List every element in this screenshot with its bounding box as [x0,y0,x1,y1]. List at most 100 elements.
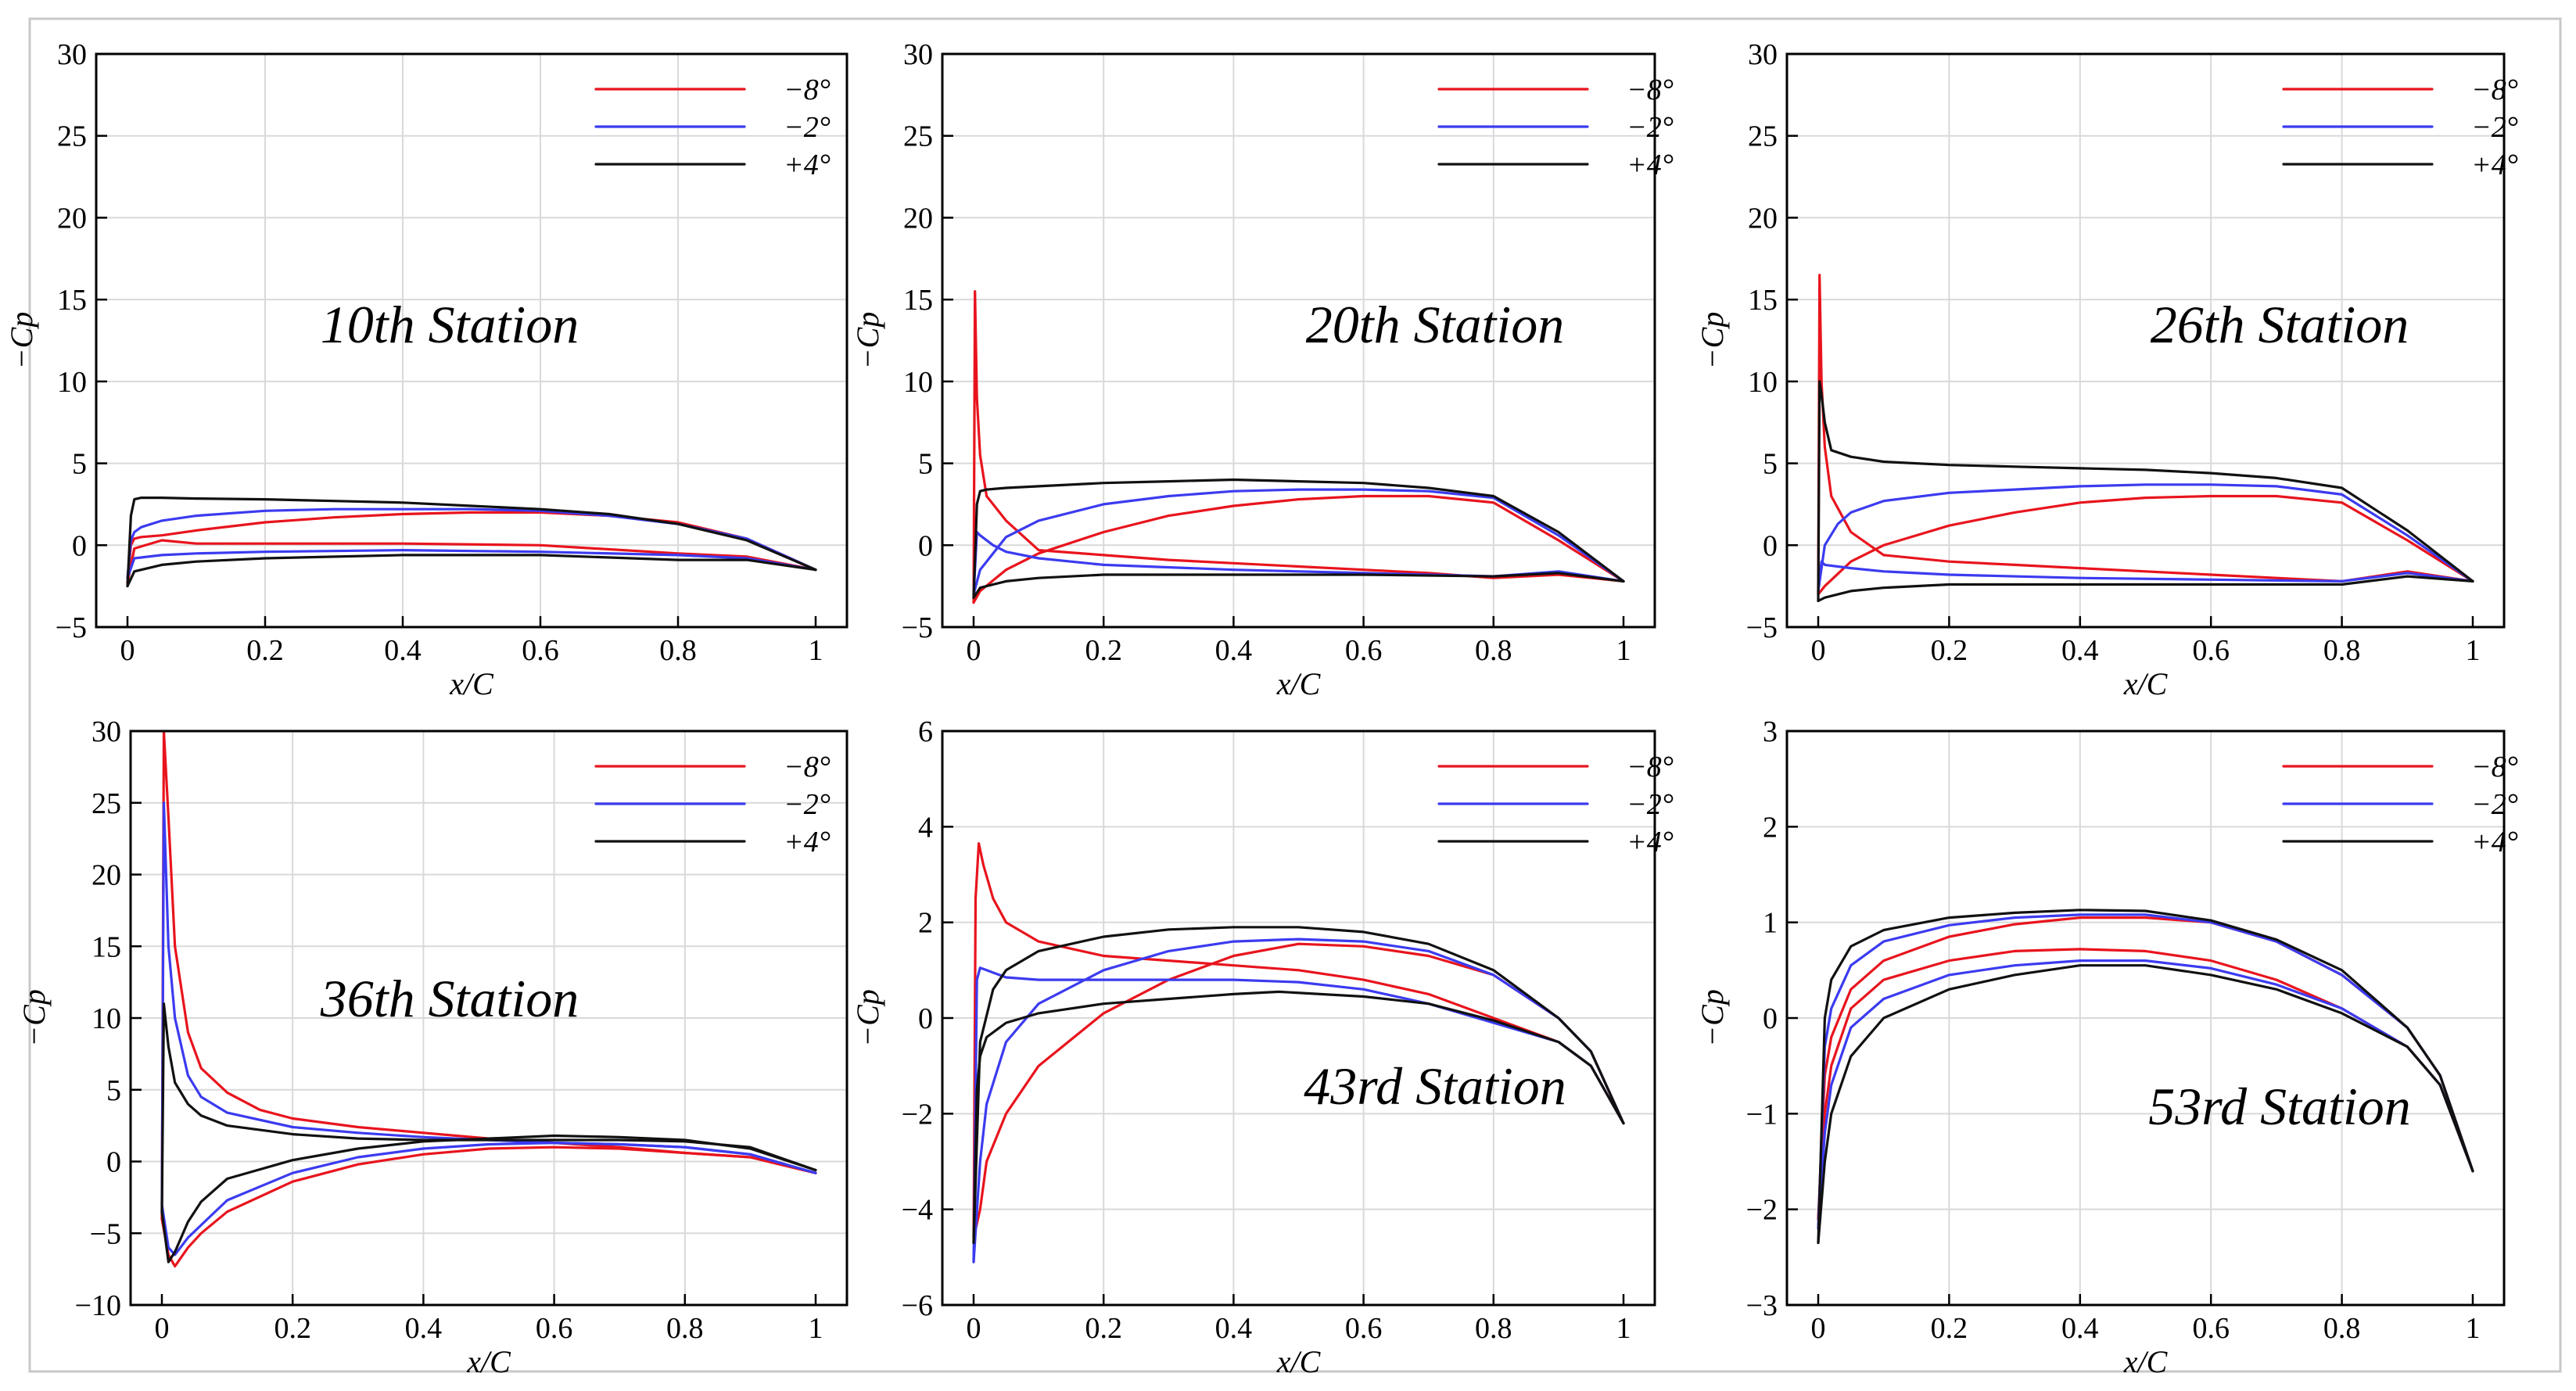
series-line-upper [1817,380,2474,603]
y-tick-label: 5 [1763,448,1778,481]
series-line-lower [972,488,1625,596]
x-tick-label: 0.8 [659,634,697,667]
y-axis-label: −Cp [1695,989,1730,1047]
x-tick-label: 0.2 [1931,1312,1968,1345]
x-tick-label: 0.8 [2323,1312,2361,1345]
y-tick-label: 20 [1748,202,1778,235]
y-tick-label: 6 [918,715,933,748]
y-tick-label: 25 [903,120,933,153]
y-tick-label: 1 [1763,907,1778,940]
y-tick-label: −3 [1746,1289,1778,1322]
x-tick-label: 0.4 [384,634,422,667]
legend-label: +4° [1627,149,1674,181]
y-tick-label: 30 [57,38,87,71]
chart-panel: 0 0.2 0.4 0.6 0.8 1 −3 −2 −1 0 1 2 3 x/C −Cp 53rd Stati… [1695,715,2518,1379]
y-tick-label: 0 [106,1146,121,1179]
x-tick-label: 0.4 [2061,1312,2099,1345]
y-tick-label: 4 [918,811,933,844]
x-tick-label: 0.8 [2323,634,2361,667]
series-line-lower [972,494,1625,604]
x-axis-label: x/C [449,666,494,701]
series-line-lower [126,554,817,588]
x-tick-label: 0.2 [246,634,284,667]
x-tick-label: 0.8 [1475,1312,1512,1345]
y-tick-label: 0 [918,1002,933,1035]
plot-frame [1785,52,2506,629]
series-line-lower [1817,916,2474,1221]
chart-panel: 0 0.2 0.4 0.6 0.8 1 −5 0 5 10 15 20 25 30 x/C −Cp 26th S… [1695,38,2518,701]
legend-label: −2° [784,788,831,821]
chart-panel: 0 0.2 0.4 0.6 0.8 1 −6 −4 −2 0 2 4 6 x/C −Cp 43rd Stati… [850,715,1674,1379]
x-tick-label: 0.4 [2061,634,2099,667]
x-tick-label: 1 [809,1312,823,1345]
y-axis-label: −Cp [4,312,39,370]
y-tick-label: 0 [918,529,933,562]
x-tick-label: 0.4 [1215,1312,1253,1345]
station-title: 20th Station [1306,295,1565,354]
series-line-upper [1817,560,2474,593]
y-tick-label: 0 [72,529,87,562]
y-tick-label: −5 [1746,611,1778,644]
series-line-lower [160,1145,817,1268]
x-tick-label: 1 [1616,1312,1631,1345]
x-tick-label: 1 [1616,634,1631,667]
y-tick-label: 2 [1763,811,1778,844]
x-axis-label: x/C [466,1344,511,1379]
y-tick-label: 15 [57,284,87,317]
legend-label: −8° [2471,751,2518,783]
y-tick-label: 0 [1763,1002,1778,1035]
legend-label: −2° [1627,111,1674,144]
series-line-lower [1817,909,2474,1245]
y-tick-label: −2 [902,1098,933,1131]
y-tick-label: 25 [1748,120,1778,153]
station-title: 53rd Station [2148,1077,2411,1136]
y-tick-label: 15 [903,284,933,317]
x-tick-label: 0.8 [666,1312,704,1345]
y-tick-label: 25 [91,787,121,820]
x-tick-label: 0.6 [2192,1312,2230,1345]
x-tick-label: 0.4 [1215,634,1253,667]
series-line-lower [1817,494,2474,596]
series-line-upper [972,842,1625,1240]
station-title: 26th Station [2151,295,2409,354]
y-tick-label: −5 [90,1217,121,1250]
x-tick-label: 0.8 [1475,634,1512,667]
series-line-upper [972,478,1625,599]
series-line-upper [1817,959,2474,1230]
legend-label: +4° [2471,826,2518,859]
series-line-upper [1817,964,2474,1245]
x-tick-label: 0 [120,634,135,667]
y-tick-label: 10 [1748,366,1778,399]
y-tick-label: 15 [91,930,121,963]
y-axis-label: −Cp [1695,312,1730,370]
x-axis-label: x/C [2123,1344,2169,1379]
x-tick-label: 0.6 [2192,634,2230,667]
series-line-lower [972,937,1625,1264]
x-tick-label: 0 [967,634,981,667]
series-line-upper [126,511,817,585]
x-axis-label: x/C [1276,666,1322,701]
series-line-lower [160,1134,817,1264]
x-tick-label: 0 [1811,1312,1826,1345]
x-tick-label: 0.6 [1345,634,1383,667]
y-tick-label: 10 [57,366,87,399]
y-tick-label: −5 [902,611,933,644]
series-line-upper [160,1002,817,1214]
x-tick-label: 0 [155,1312,170,1345]
legend-label: +4° [2471,149,2518,181]
legend-label: −2° [2471,788,2518,821]
y-tick-label: −1 [1746,1098,1778,1131]
series-line-lower [126,548,817,579]
x-tick-label: 0.2 [1085,1312,1122,1345]
series-line-lower [972,572,1625,599]
legend-label: −8° [784,73,831,106]
x-tick-label: 0.2 [1931,634,1968,667]
series-line-lower [1817,483,2474,593]
legend-label: +4° [1627,826,1674,859]
y-tick-label: 5 [106,1074,121,1107]
y-tick-label: −2 [1746,1194,1778,1227]
chart-panel: 0 0.2 0.4 0.6 0.8 1 −5 0 5 10 15 20 25 30 x/C −Cp 20th S… [850,38,1674,701]
y-tick-label: 10 [903,366,933,399]
